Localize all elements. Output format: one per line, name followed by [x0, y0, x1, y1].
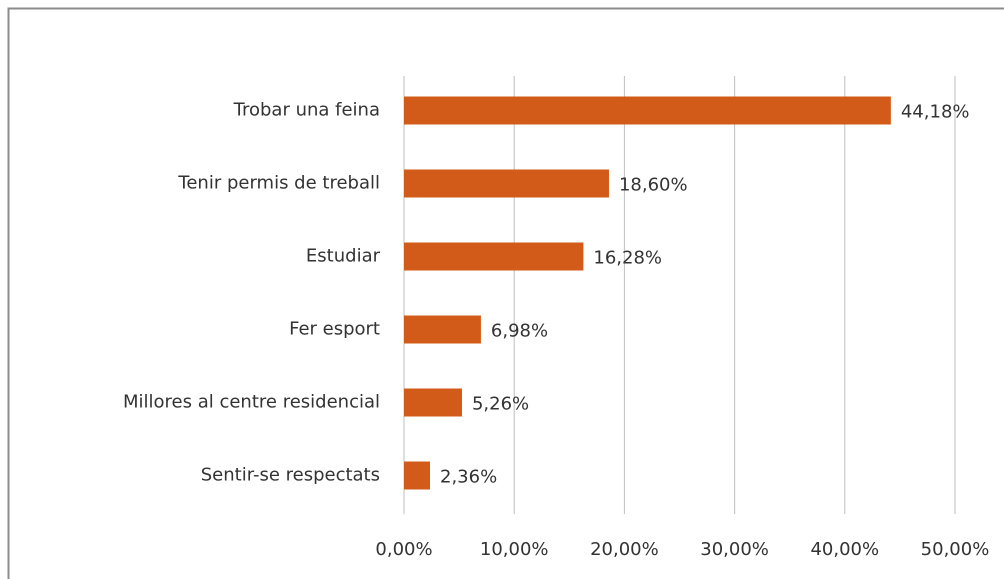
x-tick-label: 0,00%	[375, 539, 432, 560]
bar	[404, 169, 609, 198]
y-tick-label: Millores al centre residencial	[123, 392, 380, 413]
bar	[404, 388, 462, 417]
y-tick-label: Sentir-se respectats	[201, 465, 380, 486]
y-tick-label: Trobar una feina	[233, 100, 380, 121]
x-tick-label: 40,00%	[810, 539, 879, 560]
y-tick-label: Fer esport	[289, 319, 380, 340]
x-tick-label: 30,00%	[700, 539, 769, 560]
chart-frame	[7, 7, 1004, 579]
bar	[404, 242, 584, 271]
x-tick-label: 10,00%	[480, 539, 549, 560]
data-label: 6,98%	[491, 321, 548, 342]
data-label: 5,26%	[472, 394, 529, 415]
data-label: 44,18%	[901, 102, 970, 123]
data-label: 16,28%	[593, 248, 662, 269]
data-label: 2,36%	[440, 467, 497, 488]
bar	[404, 315, 481, 344]
y-tick-label: Tenir permis de treball	[177, 173, 380, 194]
x-tick-label: 20,00%	[590, 539, 659, 560]
bar	[404, 461, 431, 490]
data-label: 18,60%	[619, 175, 688, 196]
x-tick-label: 50,00%	[921, 539, 990, 560]
y-tick-label: Estudiar	[306, 246, 381, 267]
bar	[404, 96, 891, 125]
